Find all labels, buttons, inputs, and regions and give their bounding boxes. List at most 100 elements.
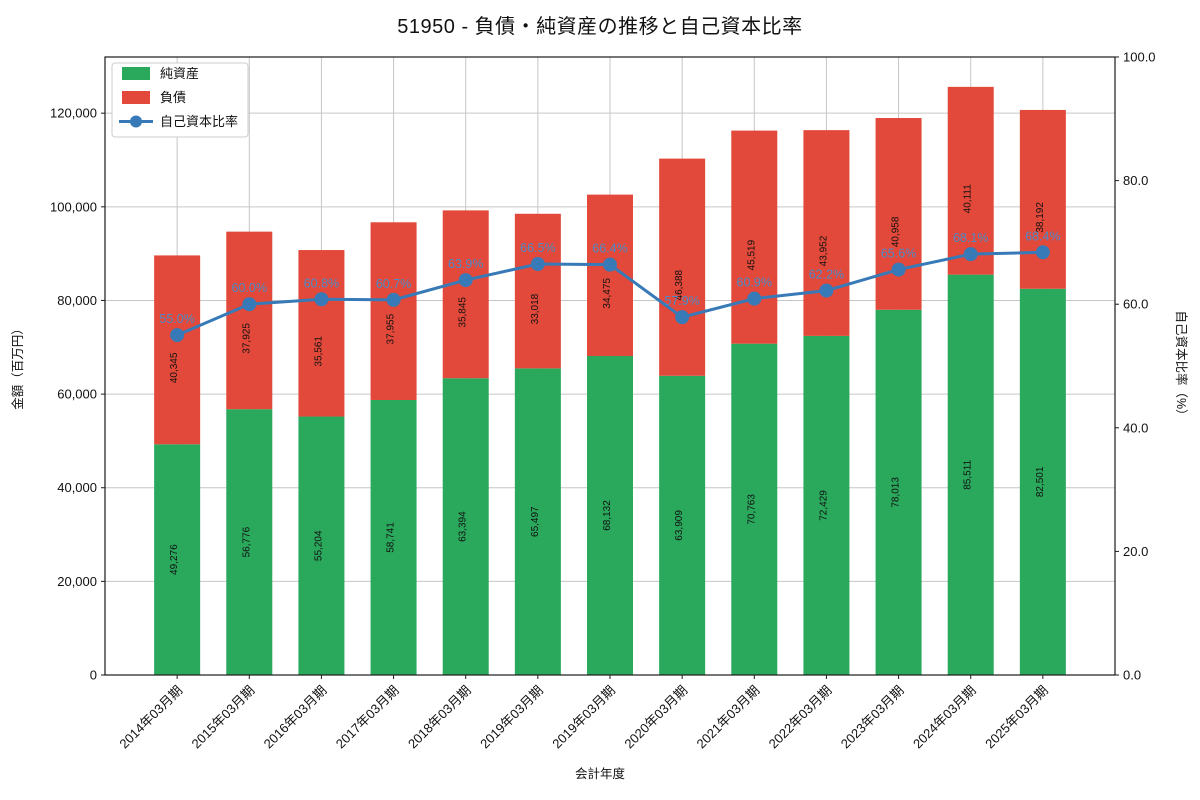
bar-net-assets	[370, 399, 417, 675]
bar-liabilities	[370, 222, 417, 400]
equity-ratio-marker	[891, 262, 906, 277]
bar-liabilities	[514, 213, 561, 369]
bar-label-liabilities: 37,925	[241, 323, 252, 354]
bar-label-liabilities: 33,018	[530, 293, 541, 324]
bar-label-liabilities: 45,519	[746, 239, 757, 270]
bar-net-assets	[226, 409, 273, 675]
bar-liabilities	[1019, 109, 1066, 289]
bar-liabilities	[298, 250, 345, 417]
ytick-label-right: 60.0	[1123, 297, 1148, 312]
bar-label-liabilities: 34,475	[602, 278, 613, 309]
equity-ratio-label: 66.5%	[520, 241, 555, 255]
bar-liabilities	[731, 130, 778, 344]
bar-label-net-assets: 56,776	[241, 526, 252, 557]
equity-ratio-label: 55.0%	[159, 312, 194, 326]
xtick-label: 2023年03月期	[838, 683, 907, 752]
bar-label-net-assets: 63,909	[674, 510, 685, 541]
bar-label-liabilities: 35,845	[458, 297, 469, 328]
bar-net-assets	[947, 274, 994, 675]
equity-ratio-label: 63.9%	[448, 257, 483, 271]
equity-ratio-label: 62.2%	[809, 268, 844, 282]
legend-box	[111, 62, 249, 138]
xtick-label: 2020年03月期	[621, 683, 690, 752]
ytick-label-left: 120,000	[50, 106, 97, 121]
bar-net-assets	[875, 309, 922, 675]
bar-liabilities	[154, 255, 201, 445]
bar-liabilities	[659, 158, 706, 376]
equity-ratio-marker	[242, 297, 257, 312]
xtick-label: 2016年03月期	[261, 683, 330, 752]
legend-swatch	[122, 67, 150, 80]
equity-ratio-label: 60.9%	[737, 276, 772, 290]
bar-label-net-assets: 70,763	[746, 494, 757, 525]
equity-ratio-marker	[1035, 245, 1050, 260]
ytick-label-left: 0	[90, 668, 97, 683]
bar-net-assets	[514, 368, 561, 675]
equity-ratio-marker	[314, 292, 329, 307]
bar-label-net-assets: 78,013	[891, 477, 902, 508]
bar-label-liabilities: 40,111	[963, 184, 974, 214]
bar-label-liabilities: 40,958	[891, 216, 902, 247]
equity-ratio-marker	[603, 257, 617, 272]
bar-label-net-assets: 49,276	[169, 544, 180, 575]
equity-ratio-label: 60.0%	[232, 281, 267, 295]
legend-label: 自己資本比率	[160, 114, 238, 129]
ytick-label-left: 20,000	[57, 574, 97, 589]
y-axis-title-right: 自己資本比率（%）	[1174, 310, 1189, 421]
bar-label-liabilities: 38,192	[1035, 202, 1046, 233]
bar-net-assets	[154, 444, 201, 675]
equity-ratio-marker	[747, 291, 762, 306]
xtick-label: 2021年03月期	[694, 683, 763, 752]
bar-net-assets	[587, 356, 633, 675]
ytick-label-right: 0.0	[1123, 668, 1141, 683]
xtick-label: 2019年03月期	[477, 683, 546, 752]
ytick-label-left: 80,000	[57, 293, 97, 308]
x-axis-title: 会計年度	[575, 766, 626, 781]
xtick-label: 2014年03月期	[116, 683, 185, 752]
equity-ratio-marker	[170, 328, 185, 343]
equity-ratio-label: 68.1%	[953, 231, 988, 245]
equity-ratio-label: 66.4%	[592, 242, 627, 256]
bar-net-assets	[1019, 288, 1066, 675]
bar-label-net-assets: 68,132	[602, 500, 613, 531]
bar-label-net-assets: 63,394	[458, 511, 469, 542]
equity-ratio-label: 60.7%	[376, 277, 411, 291]
bar-net-assets	[298, 416, 345, 675]
bar-liabilities	[442, 210, 489, 379]
ytick-label-right: 80.0	[1123, 173, 1148, 188]
bar-net-assets	[803, 335, 850, 675]
bar-label-net-assets: 58,741	[386, 522, 397, 553]
ytick-label-left: 100,000	[50, 199, 97, 214]
bar-liabilities	[803, 130, 850, 336]
bar-label-liabilities: 35,561	[313, 336, 324, 367]
equity-ratio-marker	[386, 292, 401, 307]
ytick-label-left: 60,000	[57, 387, 97, 402]
equity-ratio-label: 65.6%	[881, 247, 916, 261]
bar-label-liabilities: 37,955	[386, 313, 397, 344]
ytick-label-right: 20.0	[1123, 544, 1148, 559]
xtick-label: 2018年03月期	[405, 683, 474, 752]
legend-marker-sample	[130, 115, 142, 128]
xtick-label: 2022年03月期	[766, 683, 835, 752]
xtick-label: 2015年03月期	[189, 683, 258, 752]
equity-ratio-label: 57.9%	[664, 294, 699, 308]
bar-liabilities	[226, 231, 273, 410]
ytick-label-left: 40,000	[57, 480, 97, 495]
equity-ratio-marker	[675, 310, 690, 325]
equity-ratio-label: 60.8%	[304, 276, 339, 290]
ytick-label-right: 100.0	[1123, 50, 1156, 65]
y-axis-title-left: 金額（百万円）	[10, 322, 25, 410]
equity-ratio-label: 68.4%	[1025, 229, 1060, 243]
bar-label-liabilities: 40,345	[169, 352, 180, 383]
legend-label: 純資産	[160, 66, 199, 81]
bar-label-net-assets: 55,204	[313, 530, 324, 561]
xtick-label: 2025年03月期	[982, 683, 1051, 752]
xtick-label: 2019年03月期	[549, 683, 618, 752]
bar-label-net-assets: 72,429	[818, 490, 829, 521]
bar-net-assets	[442, 378, 489, 675]
equity-ratio-marker	[819, 283, 834, 298]
legend-swatch	[122, 91, 150, 104]
ytick-label-right: 40.0	[1123, 420, 1148, 435]
